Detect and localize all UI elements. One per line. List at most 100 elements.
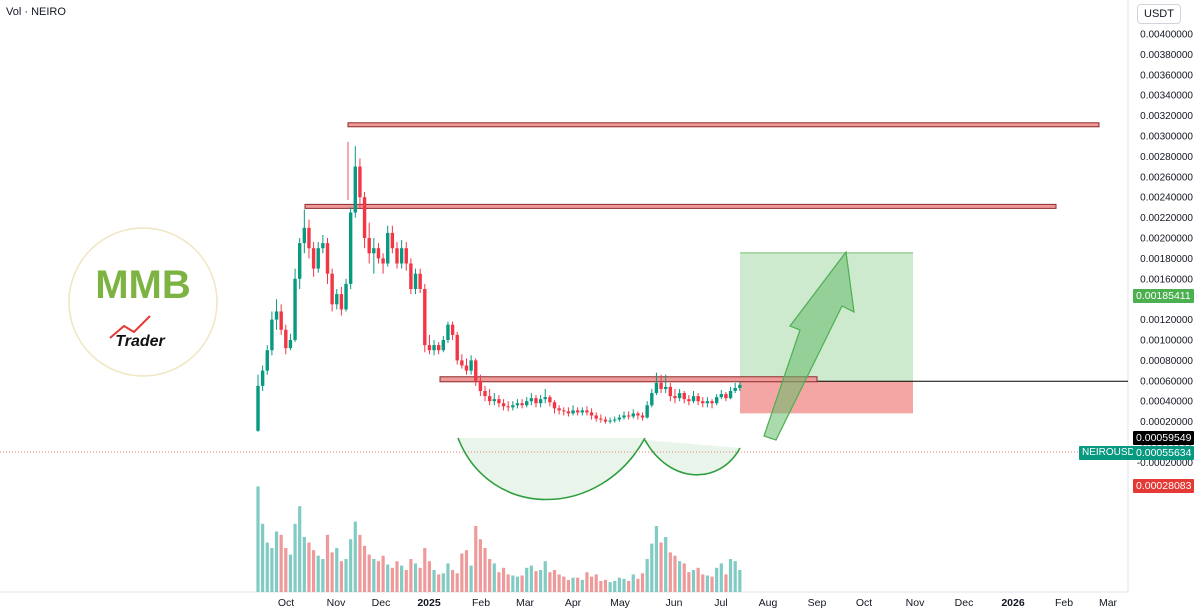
- stop-price-tag: 0.00028083: [1133, 479, 1195, 493]
- candle-body: [474, 360, 478, 381]
- price-axis-tick-label: 0.00180000: [1140, 254, 1193, 265]
- candle-body: [339, 294, 344, 310]
- candle-body: [325, 243, 330, 274]
- candle-body: [617, 417, 622, 420]
- candle-body: [552, 402, 557, 409]
- volume-bar: [483, 548, 487, 592]
- price-axis-tick-label: 0.00240000: [1140, 193, 1193, 204]
- candle-body: [381, 258, 385, 264]
- time-axis-tick-label: Mar: [516, 597, 535, 609]
- volume-bar: [525, 567, 529, 592]
- candle-body: [543, 397, 547, 400]
- volume-bar: [256, 486, 260, 592]
- candle-body: [256, 385, 260, 431]
- time-axis-tick-label: 2026: [1001, 597, 1025, 609]
- volume-bar: [622, 578, 626, 592]
- candle-body: [395, 248, 399, 264]
- candle-body: [562, 410, 566, 412]
- candle-body: [613, 419, 617, 421]
- volume-bar: [506, 574, 510, 592]
- volume-bar: [288, 554, 293, 592]
- volume-bar: [367, 554, 371, 592]
- cup-curve: [457, 437, 646, 501]
- candle-body: [705, 401, 710, 404]
- candle-body: [654, 382, 659, 394]
- volume-bar: [548, 572, 552, 592]
- entry-price-tag: 0.00059549: [1133, 431, 1195, 445]
- volume-bar: [381, 555, 385, 592]
- candle-body: [302, 227, 307, 244]
- volume-bar: [576, 577, 580, 592]
- candle-body: [311, 248, 316, 269]
- time-axis-tick-label: Jul: [714, 597, 727, 609]
- volume-bar: [446, 563, 450, 592]
- candle-body: [344, 283, 348, 310]
- candle-body: [330, 273, 334, 305]
- volume-bar: [682, 563, 686, 592]
- volume-bar: [362, 545, 367, 592]
- candle-body: [710, 401, 714, 404]
- volume-bar: [298, 506, 302, 592]
- time-axis-tick-label: Nov: [906, 597, 925, 609]
- candle-body: [464, 365, 469, 371]
- volume-bar: [474, 526, 478, 592]
- candle-body: [682, 393, 686, 400]
- brand-logo: MMB Trader: [68, 227, 218, 377]
- time-axis-tick-label: Nov: [327, 597, 346, 609]
- volume-bar: [645, 559, 649, 592]
- volume-bar: [552, 570, 557, 592]
- candle-body: [673, 396, 677, 399]
- time-axis-tick-label: Apr: [565, 597, 582, 609]
- target-price-tag: 0.00185411: [1133, 289, 1194, 303]
- volume-bar: [539, 570, 543, 592]
- volume-bar: [719, 563, 723, 592]
- candle-body: [460, 360, 464, 366]
- logo-trend-icon: [109, 315, 151, 339]
- logo-circle: [68, 227, 218, 377]
- candle-body: [580, 410, 585, 413]
- handle-curve: [644, 439, 741, 476]
- candle-body: [622, 415, 626, 418]
- volume-bar: [413, 563, 418, 592]
- volume-bar: [321, 559, 325, 592]
- candle-body: [348, 212, 353, 284]
- volume-bar: [358, 534, 362, 592]
- time-axis-tick-label: Feb: [472, 597, 490, 609]
- candle-body: [372, 248, 376, 254]
- volume-bar: [450, 570, 455, 592]
- volume-bar: [311, 550, 316, 592]
- candle-body: [409, 263, 413, 289]
- candle-body: [441, 340, 446, 351]
- candle-body: [589, 412, 594, 416]
- handle-fill: [645, 440, 740, 475]
- candle-body: [520, 403, 524, 406]
- time-axis-tick-label: Feb: [1055, 597, 1073, 609]
- time-axis-tick-label: Sep: [808, 597, 827, 609]
- volume-bar: [316, 555, 320, 592]
- volume-bar: [339, 561, 343, 592]
- volume-bar: [335, 548, 339, 592]
- candle-body: [677, 393, 682, 399]
- currency-button[interactable]: USDT: [1137, 4, 1181, 24]
- volume-bar: [279, 534, 283, 592]
- candle-body: [733, 387, 737, 391]
- loss-zone: [740, 381, 913, 414]
- volume-bar: [687, 572, 691, 592]
- volume-bar: [372, 559, 376, 592]
- volume-bar: [437, 574, 441, 592]
- candle-body: [386, 232, 390, 264]
- volume-bar: [423, 548, 427, 592]
- time-axis-tick-label: Jun: [666, 597, 683, 609]
- candle-body: [575, 410, 580, 413]
- candle-body: [274, 311, 279, 320]
- volume-bar: [543, 561, 547, 592]
- volume-bar: [261, 523, 265, 592]
- volume-bar: [710, 576, 714, 592]
- price-axis-tick-label: 0.00340000: [1140, 91, 1193, 102]
- candle-body: [714, 397, 719, 404]
- candle-body: [260, 370, 265, 386]
- candle-body: [645, 405, 649, 418]
- price-axis-tick-label: 0.00040000: [1140, 397, 1193, 408]
